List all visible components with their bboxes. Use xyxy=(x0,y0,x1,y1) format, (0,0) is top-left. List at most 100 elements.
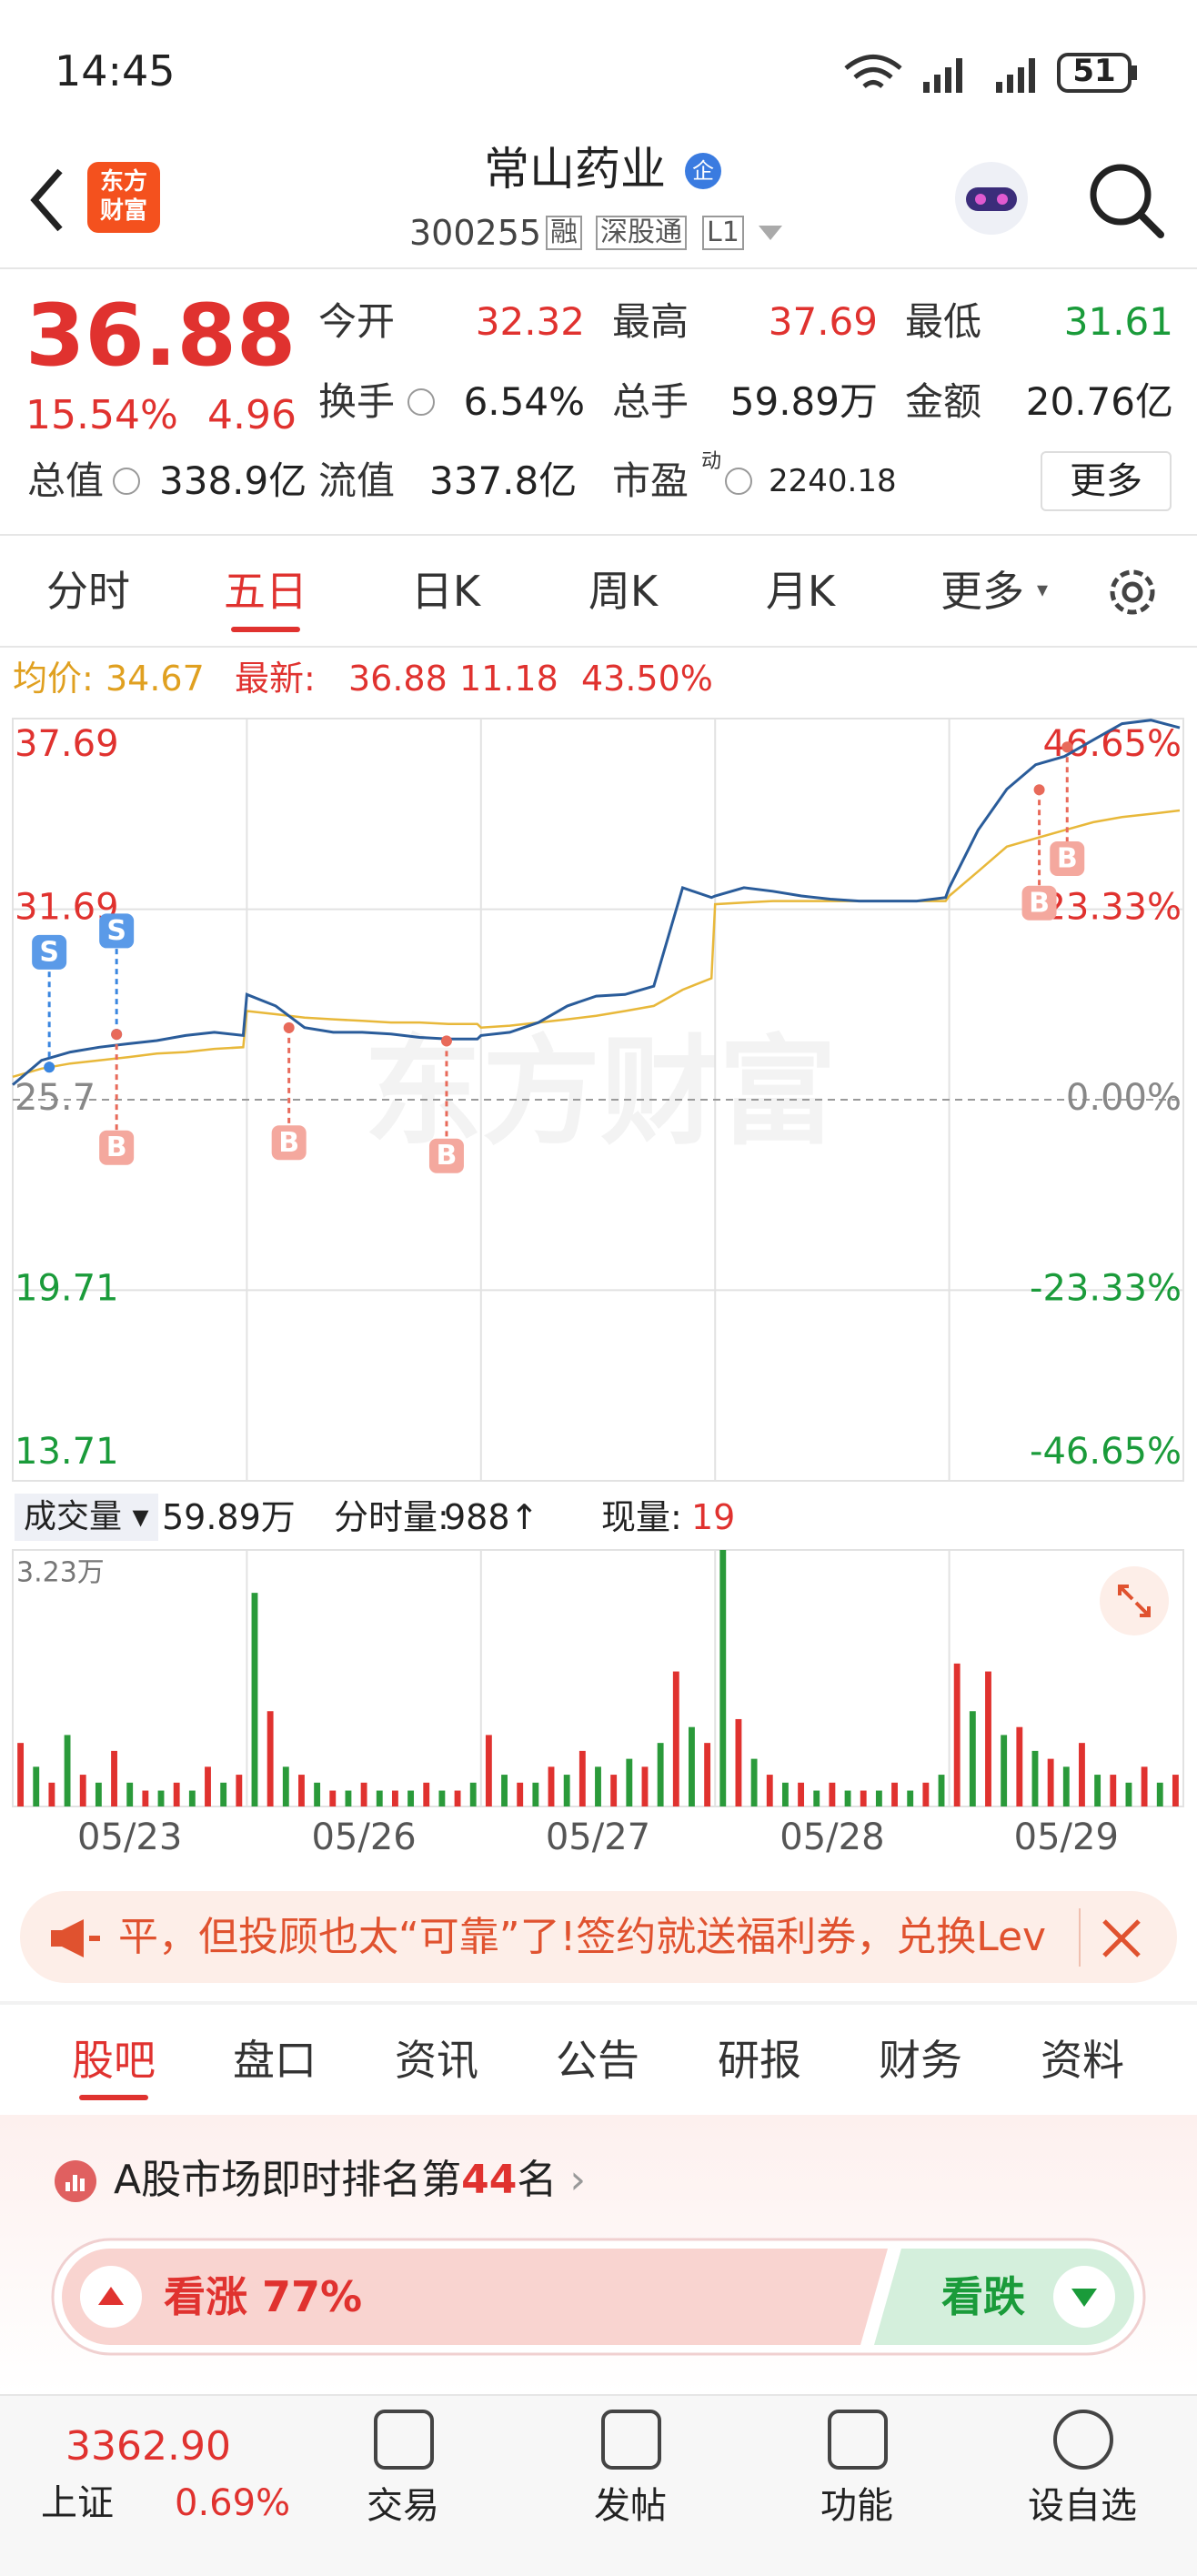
field-label: 流值 xyxy=(318,458,396,503)
field-value: 20.76亿 xyxy=(1025,379,1173,424)
index-value[interactable]: 3362.90 xyxy=(65,2423,231,2470)
bottom-nav xyxy=(0,2394,1197,2576)
nav-label[interactable]: 功能 xyxy=(820,2485,893,2527)
volume-bar xyxy=(578,1750,586,1806)
x-tick-label: 05/27 xyxy=(546,1816,650,1858)
volume-bar xyxy=(563,1775,570,1806)
assistant-avatar[interactable] xyxy=(946,155,1037,246)
tab[interactable]: 月K xyxy=(765,567,836,616)
tab[interactable]: 五日 xyxy=(224,567,307,616)
tab[interactable]: 更多 xyxy=(940,567,1024,616)
volume-bar xyxy=(142,1790,149,1806)
marker-badge xyxy=(99,1130,135,1165)
field-value: 31.61 xyxy=(1063,299,1173,344)
field-value: 37.69 xyxy=(768,299,878,344)
tab[interactable]: 日K xyxy=(410,567,481,616)
marker-badge xyxy=(32,934,67,970)
price: 36.88 xyxy=(25,287,297,386)
tab[interactable]: 周K xyxy=(588,567,659,616)
marker-dot xyxy=(440,1035,452,1047)
watermark: 东方财富 xyxy=(364,1023,837,1162)
x-tick-label: 05/23 xyxy=(77,1816,182,1858)
volume-bar xyxy=(750,1758,758,1806)
volume-bar xyxy=(251,1593,258,1806)
volume-bar xyxy=(1125,1782,1132,1806)
tab[interactable]: 资料 xyxy=(1041,2036,1124,2085)
volume-bar xyxy=(517,1782,524,1806)
marker-dot xyxy=(1061,741,1073,753)
banner[interactable] xyxy=(20,1891,1177,1983)
volume-selector[interactable]: 成交量 ▾ xyxy=(15,1494,158,1541)
tab[interactable]: 分时 xyxy=(46,567,130,616)
status-time: 14:45 xyxy=(55,46,176,96)
tab[interactable]: 财务 xyxy=(879,2036,962,2085)
tab[interactable]: 资讯 xyxy=(395,2036,478,2085)
volume-bar xyxy=(953,1663,961,1806)
volume-bar xyxy=(922,1782,930,1806)
vote-up[interactable]: 看涨 77% xyxy=(164,2272,363,2321)
y-tick-label: 25.7 xyxy=(15,1077,96,1119)
settings-button[interactable] xyxy=(1102,562,1162,622)
expand-button[interactable] xyxy=(1098,1565,1171,1637)
y-tick-label: 13.71 xyxy=(15,1431,119,1473)
tab[interactable]: 公告 xyxy=(556,2036,639,2085)
nav-icon xyxy=(374,2410,434,2470)
field-label: 今开 xyxy=(318,299,396,344)
volume-total: 59.89万 xyxy=(162,1497,296,1537)
volume-bar xyxy=(267,1711,274,1806)
volume-bar xyxy=(891,1782,898,1806)
close-banner[interactable] xyxy=(1099,1916,1144,1961)
avg-line xyxy=(12,809,1181,1079)
nav-label[interactable]: 发帖 xyxy=(594,2485,667,2527)
volume-bar xyxy=(969,1711,976,1806)
x-tick-label: 05/28 xyxy=(780,1816,884,1858)
search-button[interactable] xyxy=(1082,156,1170,244)
divider xyxy=(0,2001,1197,2005)
dropdown-arrow[interactable] xyxy=(757,222,784,244)
badge: 企 xyxy=(685,153,721,189)
volume-bar xyxy=(360,1782,367,1806)
now-volume-label: 现量: xyxy=(601,1497,682,1537)
tag: L1 xyxy=(702,216,744,250)
volume-bar xyxy=(501,1775,508,1806)
banner-clip: 平，但投顾也太“可靠”了!签约就送福利券，兑换Lev xyxy=(118,1910,1069,1965)
nav-label[interactable]: 设自选 xyxy=(1028,2485,1137,2527)
volume-bar xyxy=(829,1782,836,1806)
volume-bar xyxy=(781,1782,789,1806)
volume-bar xyxy=(126,1782,134,1806)
chart: 东方财富37.6931.6925.719.7113.7146.65%23.33%… xyxy=(12,718,1184,1858)
tab-underline xyxy=(231,627,300,632)
separator xyxy=(1079,1908,1081,1967)
latest-pct: 43.50% xyxy=(581,659,713,699)
tab-arrow: ▾ xyxy=(1037,577,1049,602)
info-icon xyxy=(407,388,435,416)
vote-down[interactable]: 看跌 xyxy=(941,2272,1025,2321)
nav-icon xyxy=(601,2410,661,2470)
avg-value: 34.67 xyxy=(106,659,205,699)
volume-title: 成交量 xyxy=(24,1498,123,1535)
tab[interactable]: 研报 xyxy=(718,2036,801,2085)
marker-badge xyxy=(1021,885,1057,921)
tab[interactable]: 股吧 xyxy=(72,2036,156,2085)
volume-bar xyxy=(766,1775,773,1806)
tick-volume: 988↑ xyxy=(444,1497,539,1537)
volume-bar xyxy=(205,1766,211,1806)
volume-bar xyxy=(438,1790,446,1806)
volume-bar xyxy=(610,1775,618,1806)
marker-badge xyxy=(271,1125,307,1161)
logo-text: 财富 xyxy=(99,197,148,225)
latest-change: 11.18 xyxy=(459,659,558,699)
divider xyxy=(0,646,1197,648)
more-button[interactable]: 更多 xyxy=(1041,451,1172,511)
rank-text[interactable]: A股市场即时排名第44名 › xyxy=(114,2157,586,2203)
volume-bar xyxy=(1094,1775,1101,1806)
now-volume: 19 xyxy=(691,1497,736,1537)
tab[interactable]: 盘口 xyxy=(233,2036,317,2085)
volume-bar xyxy=(157,1790,165,1806)
volume-bar xyxy=(345,1790,352,1806)
stock-code: 300255 xyxy=(409,213,542,253)
back-button[interactable] xyxy=(25,164,71,236)
marker-label: S xyxy=(106,915,126,947)
price-line xyxy=(12,719,1181,1086)
nav-label[interactable]: 交易 xyxy=(367,2485,439,2527)
